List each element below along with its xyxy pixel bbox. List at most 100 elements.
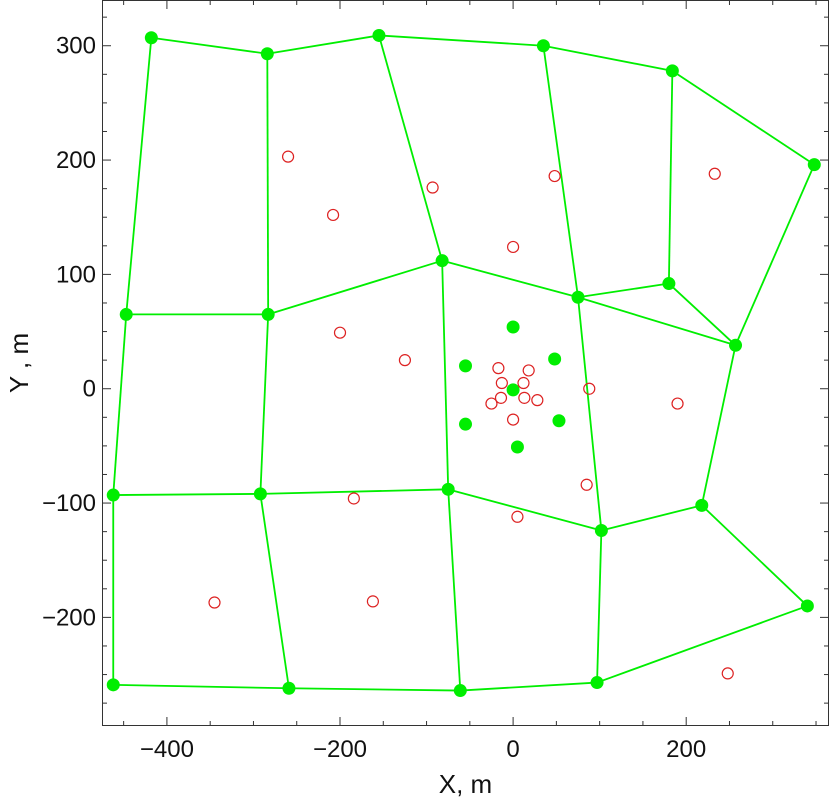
green-point (106, 678, 120, 692)
mesh-edge (266, 53, 270, 315)
mesh-edge (441, 260, 450, 490)
green-point (590, 676, 604, 690)
red-point (398, 354, 412, 367)
mesh-edge (596, 530, 603, 683)
mesh-edges (112, 34, 816, 692)
x-tick-label: −200 (313, 736, 367, 763)
green-point (552, 414, 566, 428)
mesh-edge (543, 44, 673, 72)
green-point (536, 39, 550, 53)
mesh-edge (151, 36, 268, 55)
green-point (435, 254, 449, 268)
green-point (571, 290, 585, 304)
green-point (800, 599, 814, 613)
red-point (548, 169, 561, 183)
x-axis-label: X, m (439, 769, 492, 799)
green-point (253, 487, 267, 501)
mesh-edge (460, 681, 598, 692)
red-point (492, 362, 505, 375)
red-point (366, 595, 379, 608)
red-point (517, 376, 530, 390)
y-tick-label: 300 (56, 33, 96, 60)
red-point (333, 326, 347, 339)
green-point (665, 64, 679, 78)
mesh-edge (734, 164, 816, 346)
red-point (208, 596, 221, 609)
red-point (580, 478, 593, 491)
green-point (807, 158, 821, 172)
red-point (485, 397, 498, 410)
green-point (662, 277, 676, 291)
y-axis-label: Y , m (4, 333, 34, 393)
x-tick-label: 0 (506, 736, 519, 763)
red-point (522, 364, 535, 377)
red-point (507, 240, 520, 254)
green-point (506, 383, 520, 397)
red-point (721, 667, 734, 680)
mesh-edge (701, 504, 808, 607)
red-points (208, 150, 734, 680)
green-point (729, 338, 743, 352)
y-tick-label: 100 (56, 261, 96, 288)
green-point (459, 359, 472, 373)
mesh-edge (596, 605, 808, 684)
red-point (531, 394, 544, 407)
green-point (510, 440, 524, 454)
red-point (518, 391, 531, 404)
plot-frame (102, 0, 829, 726)
mesh-edge (577, 296, 736, 347)
mesh-edge (671, 70, 815, 166)
mesh-edge (577, 297, 603, 531)
x-tick-label: −400 (140, 736, 194, 763)
green-point (144, 31, 158, 45)
green-point (594, 523, 608, 537)
mesh-edge (267, 34, 380, 55)
y-tick-label: 0 (83, 376, 96, 403)
green-point (372, 28, 386, 42)
red-point (326, 208, 340, 222)
mesh-edge (259, 493, 290, 689)
red-point (583, 382, 596, 395)
y-tick-label: −200 (42, 604, 96, 631)
mesh-edge (113, 493, 261, 496)
x-tick-label: 200 (666, 736, 706, 763)
mesh-edge (542, 45, 579, 298)
green-point (506, 320, 520, 334)
mesh-edge (378, 35, 443, 261)
red-point (671, 397, 684, 410)
mesh-edge (112, 314, 128, 496)
green-point (441, 482, 455, 496)
mesh-edge (113, 683, 289, 690)
green-point (695, 498, 709, 512)
mesh-edge (668, 282, 737, 346)
mesh-edge (700, 345, 737, 506)
y-tick-label: 200 (56, 147, 96, 174)
mesh-edge (667, 70, 674, 284)
green-point (282, 681, 296, 695)
mesh-edge (125, 37, 153, 315)
mesh-edge (259, 314, 270, 494)
mesh-edge (577, 282, 670, 299)
green-point (261, 307, 275, 321)
mesh-edge (601, 504, 702, 532)
red-point (511, 510, 524, 523)
green-points (106, 28, 821, 698)
green-point (453, 684, 467, 698)
red-point (281, 150, 295, 163)
y-tick-label: −100 (42, 490, 96, 517)
mesh-edge (267, 259, 443, 316)
tick-marks: −400 −200 0 200 −200 −100 0 100 200 300 (42, 0, 829, 763)
green-point (106, 488, 120, 502)
red-point (347, 492, 360, 505)
red-point (495, 376, 508, 390)
mesh-edge (447, 488, 602, 532)
mesh-edge (447, 489, 462, 691)
mesh-edge (441, 259, 579, 299)
green-point (260, 47, 274, 61)
mesh-edge (288, 687, 461, 692)
mesh-edge (260, 488, 449, 495)
red-point (507, 413, 520, 426)
green-point (459, 417, 472, 431)
mesh-edge (378, 34, 544, 47)
